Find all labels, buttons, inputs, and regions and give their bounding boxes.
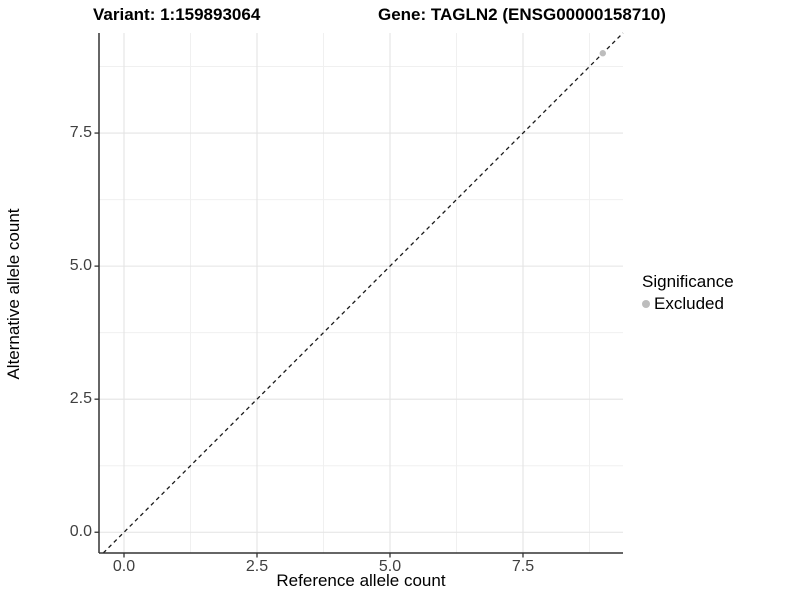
y-tick-label: 5.0 [69,257,92,275]
x-tick-label: 7.5 [511,558,535,575]
data-point [599,50,606,57]
y-axis-label: Alternative allele count [4,208,23,380]
x-tick-label: 2.5 [245,558,269,575]
variant-title: Variant: 1:159893064 [93,5,261,24]
legend-item-excluded: Excluded [642,294,734,314]
x-tick-label: 0.0 [112,558,136,575]
x-tick-label: 5.0 [378,558,402,575]
x-axis-label: Reference allele count [276,571,446,590]
y-tick-label: 0.0 [69,523,92,541]
legend-title: Significance [642,272,734,291]
gene-title: Gene: TAGLN2 (ENSG00000158710) [378,5,666,24]
identity-line [102,32,624,554]
y-tick-label: 2.5 [69,390,92,408]
excluded-point-icon [642,300,650,308]
legend: Significance Excluded [642,271,734,314]
legend-item-label: Excluded [654,294,724,313]
y-tick-label: 7.5 [69,124,92,142]
